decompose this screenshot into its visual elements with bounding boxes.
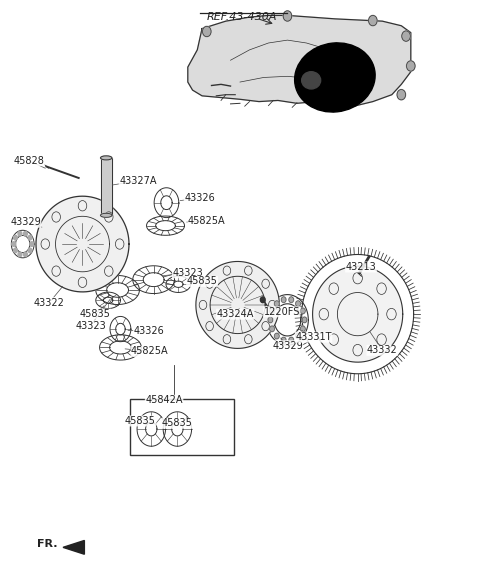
Circle shape xyxy=(203,26,211,37)
Text: 45825A: 45825A xyxy=(188,216,226,226)
Circle shape xyxy=(28,235,32,240)
Text: 43326: 43326 xyxy=(133,327,164,336)
Text: REF.43-430A: REF.43-430A xyxy=(207,12,277,22)
Text: 45835: 45835 xyxy=(80,309,111,319)
Circle shape xyxy=(300,308,305,314)
Text: 45828: 45828 xyxy=(13,156,44,166)
Text: 43332: 43332 xyxy=(367,345,398,356)
Circle shape xyxy=(369,16,377,26)
Text: 43327A: 43327A xyxy=(119,176,157,186)
Circle shape xyxy=(275,301,279,307)
Circle shape xyxy=(18,231,22,236)
Ellipse shape xyxy=(100,213,112,218)
Circle shape xyxy=(261,297,265,303)
Circle shape xyxy=(289,337,294,343)
Circle shape xyxy=(275,333,279,339)
Circle shape xyxy=(13,248,17,253)
Text: 43323: 43323 xyxy=(172,268,203,278)
Ellipse shape xyxy=(312,266,403,362)
Text: 43322: 43322 xyxy=(34,298,65,307)
Circle shape xyxy=(402,31,410,41)
Circle shape xyxy=(296,301,300,307)
Text: 45835: 45835 xyxy=(125,416,156,426)
Text: 45835: 45835 xyxy=(162,418,193,428)
Circle shape xyxy=(296,333,300,339)
Text: 45842A: 45842A xyxy=(145,396,183,405)
Circle shape xyxy=(281,337,286,343)
Circle shape xyxy=(302,317,307,322)
Circle shape xyxy=(12,242,15,246)
Bar xyxy=(130,399,234,455)
Text: 45835: 45835 xyxy=(187,277,217,287)
Circle shape xyxy=(18,252,22,257)
Text: 43329: 43329 xyxy=(10,218,41,227)
Polygon shape xyxy=(196,262,279,349)
Text: 1220FS: 1220FS xyxy=(264,307,300,317)
Polygon shape xyxy=(63,541,84,554)
Circle shape xyxy=(397,89,406,100)
Text: 43324A: 43324A xyxy=(216,309,254,319)
Circle shape xyxy=(13,235,17,240)
Text: FR.: FR. xyxy=(37,539,58,549)
Polygon shape xyxy=(100,158,112,215)
Text: 43331T: 43331T xyxy=(295,332,332,342)
Circle shape xyxy=(24,231,27,236)
Circle shape xyxy=(268,317,273,322)
Text: 43323: 43323 xyxy=(75,321,106,331)
Circle shape xyxy=(289,297,294,303)
Circle shape xyxy=(24,252,27,257)
Circle shape xyxy=(30,242,34,246)
Circle shape xyxy=(283,11,292,21)
Circle shape xyxy=(28,248,32,253)
Polygon shape xyxy=(188,16,411,106)
Polygon shape xyxy=(36,196,129,292)
Circle shape xyxy=(407,61,415,71)
Circle shape xyxy=(281,297,286,303)
Text: 43213: 43213 xyxy=(346,262,376,272)
Circle shape xyxy=(270,326,275,332)
Circle shape xyxy=(270,308,275,314)
Text: 43326: 43326 xyxy=(184,193,215,203)
Ellipse shape xyxy=(295,43,375,112)
Ellipse shape xyxy=(301,72,321,89)
Ellipse shape xyxy=(100,156,112,160)
Circle shape xyxy=(300,326,305,332)
Text: 43329: 43329 xyxy=(272,340,303,351)
Text: 45825A: 45825A xyxy=(131,346,168,357)
